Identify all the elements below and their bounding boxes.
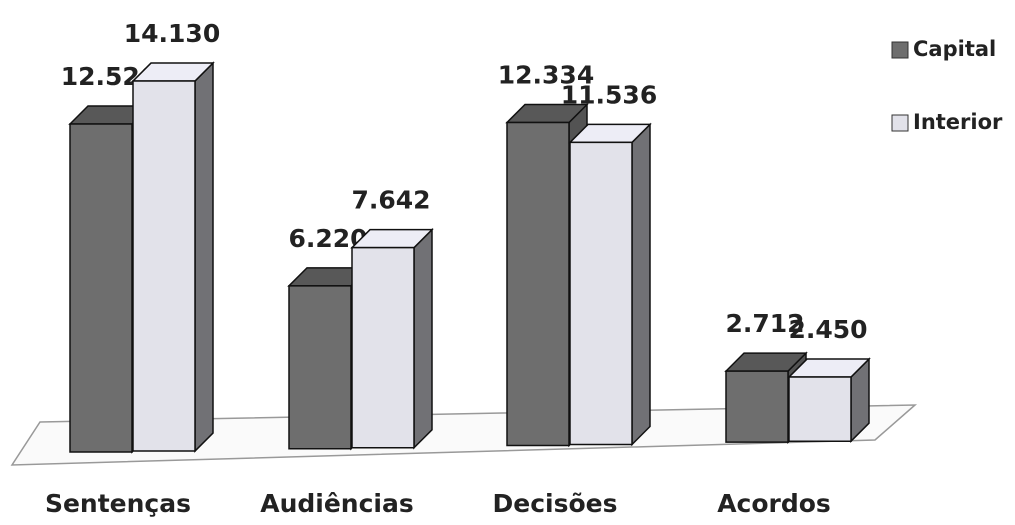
bar-face xyxy=(413,227,433,450)
bar-face xyxy=(69,123,133,453)
bar-face xyxy=(351,246,415,449)
bar-face xyxy=(788,376,852,442)
value-label: 7.642 xyxy=(351,186,430,215)
x-tick-label: Acordos xyxy=(717,489,831,518)
bar-face xyxy=(631,122,651,447)
value-label: 2.712 xyxy=(725,309,804,338)
bar-face xyxy=(194,61,214,453)
bar xyxy=(350,227,434,450)
value-label: 12.334 xyxy=(498,60,594,89)
bar-face xyxy=(725,370,789,443)
bar xyxy=(131,61,215,453)
bar-face xyxy=(288,285,352,450)
bar xyxy=(568,122,652,447)
value-label: 2.450 xyxy=(788,315,867,344)
bar-face xyxy=(506,121,570,447)
x-tick-label: Sentenças xyxy=(45,489,191,518)
bar xyxy=(787,357,871,444)
legend-label: Capital xyxy=(913,37,996,61)
value-label: 14.130 xyxy=(124,19,220,48)
legend-label: Interior xyxy=(913,110,1003,134)
bar-face xyxy=(132,80,196,452)
legend-swatch xyxy=(891,41,909,59)
x-tick-label: Audiências xyxy=(260,489,414,518)
bar-face xyxy=(569,141,633,446)
value-label: 11.536 xyxy=(561,80,657,109)
x-tick-label: Decisões xyxy=(493,489,618,518)
legend-swatch xyxy=(891,114,909,132)
